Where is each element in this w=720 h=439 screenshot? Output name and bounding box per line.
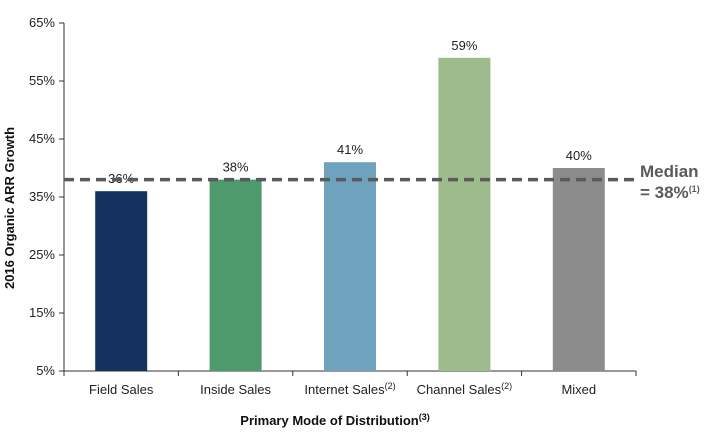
x-axis-title-note: (3) (419, 412, 430, 422)
y-tick-label: 5% (36, 363, 55, 378)
x-tick-label-text: Inside Sales (200, 382, 271, 397)
x-tick-label: Channel Sales(2) (417, 381, 513, 397)
median-label-line2: = 38% (640, 183, 689, 202)
bar (95, 191, 148, 371)
y-tick-label: 25% (29, 247, 55, 262)
x-tick-label: Field Sales (89, 382, 154, 397)
x-axis-title-text: Primary Mode of Distribution (240, 413, 418, 428)
bar (209, 179, 262, 371)
x-tick-label-text: Internet Sales (304, 382, 385, 397)
x-tick-label-text: Channel Sales (417, 382, 502, 397)
bar-value-label: 59% (451, 38, 477, 53)
median-label: Median (640, 162, 699, 181)
x-tick-label-note: (2) (385, 381, 396, 391)
x-axis (63, 370, 637, 376)
bar (552, 168, 605, 371)
x-tick-label: Internet Sales(2) (304, 381, 395, 397)
bar-value-label: 41% (337, 142, 363, 157)
bar (438, 57, 491, 372)
x-axis-title: Primary Mode of Distribution(3) (240, 412, 429, 428)
bar (324, 162, 376, 371)
y-axis: 5% 15% 25% 35% 45% 55% 65% (29, 15, 65, 378)
y-tick-label: 55% (29, 73, 55, 88)
y-axis-title: 2016 Organic ARR Growth (2, 127, 17, 289)
x-tick-label-text: Mixed (561, 382, 596, 397)
bar-value-label: 40% (566, 148, 592, 163)
x-tick-label: Inside Sales (200, 382, 271, 397)
y-tick-label: 45% (29, 131, 55, 146)
x-tick-label-note: (2) (501, 381, 512, 391)
bar-value-label: 38% (223, 160, 249, 175)
median-label-line1: Median (640, 162, 699, 181)
y-tick-label: 35% (29, 189, 55, 204)
x-tick-label: Mixed (561, 382, 596, 397)
y-tick-label: 15% (29, 305, 55, 320)
median-label-note: (1) (689, 184, 700, 194)
x-tick-label-text: Field Sales (89, 382, 154, 397)
y-tick-label: 65% (29, 15, 55, 30)
median-label-value: = 38%(1) (640, 183, 700, 202)
